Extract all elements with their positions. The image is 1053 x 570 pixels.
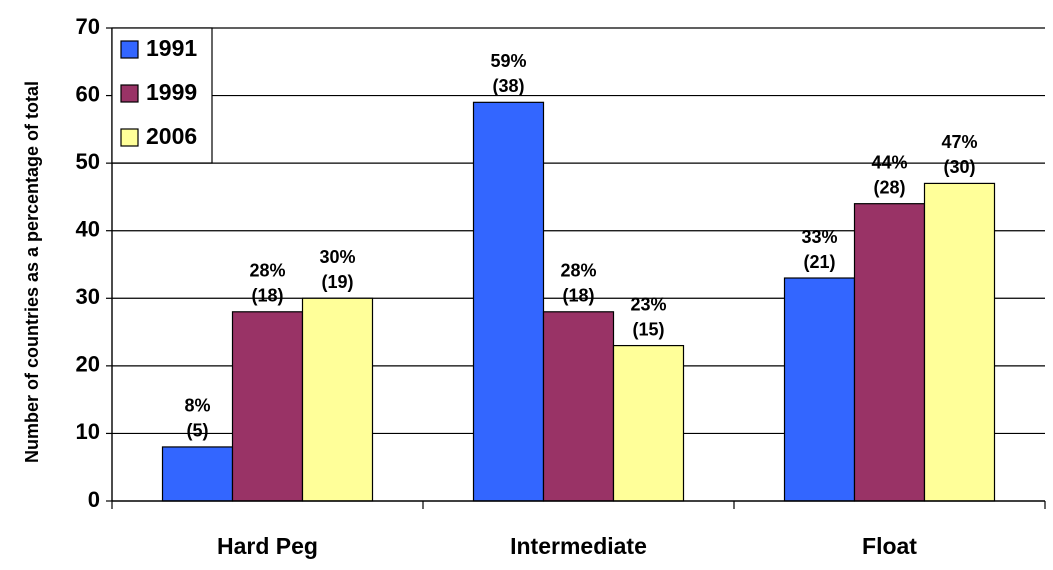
legend-swatch-1999 — [120, 84, 139, 103]
data-label-percent: 28% — [249, 261, 285, 281]
legend-swatch-1991 — [120, 40, 139, 59]
legend: 1991 1999 2006 — [111, 27, 213, 164]
data-label-count: (18) — [562, 286, 594, 306]
data-label-count: (15) — [632, 319, 664, 339]
bar-2006-1 — [612, 344, 685, 502]
bar-1999-0 — [231, 311, 304, 502]
legend-label: 1999 — [146, 79, 197, 105]
bar-1991-2 — [783, 277, 856, 502]
bar-2006-0 — [301, 297, 374, 502]
category-label: Float — [862, 533, 917, 559]
data-label-percent: 30% — [319, 247, 355, 267]
legend-swatch-2006 — [120, 128, 139, 147]
data-label-percent: 47% — [941, 132, 977, 152]
y-axis-label: Number of countries as a percentage of t… — [22, 81, 42, 463]
y-tick-label: 40 — [76, 217, 100, 242]
data-label-percent: 59% — [490, 51, 526, 71]
data-label-count: (5) — [187, 421, 209, 441]
bar-2006-2 — [923, 182, 996, 502]
y-tick-label: 0 — [88, 487, 100, 512]
data-label-percent: 44% — [871, 152, 907, 172]
category-label: Intermediate — [510, 533, 647, 559]
data-label-percent: 8% — [184, 396, 210, 416]
y-tick-label: 60 — [76, 81, 100, 106]
data-labels: 8% (5) 28% (18) 30% (19) 59% (38) 28% (18) 23% (15)… — [184, 51, 977, 441]
y-tick-labels: 0 10 20 30 40 50 60 70 — [76, 14, 100, 512]
category-label: Hard Peg — [217, 533, 318, 559]
y-tick-label: 30 — [76, 284, 100, 309]
data-label-percent: 33% — [801, 227, 837, 247]
y-tick-label: 70 — [76, 14, 100, 39]
data-label-count: (18) — [251, 286, 283, 306]
data-label-count: (38) — [492, 76, 524, 96]
bar-1991-1 — [472, 101, 545, 502]
bar-1991-0 — [161, 446, 234, 502]
bar-1999-2 — [853, 203, 926, 502]
legend-label: 1991 — [146, 35, 197, 61]
category-labels: Hard Peg Intermediate Float — [217, 533, 917, 559]
bar-1999-1 — [542, 311, 615, 502]
data-label-count: (30) — [943, 157, 975, 177]
data-label-count: (19) — [321, 272, 353, 292]
data-label-count: (28) — [873, 177, 905, 197]
data-label-percent: 23% — [630, 294, 666, 314]
y-tick-label: 10 — [76, 419, 100, 444]
y-tick-label: 20 — [76, 352, 100, 377]
y-tick-label: 50 — [76, 149, 100, 174]
bars — [161, 101, 996, 502]
data-label-percent: 28% — [560, 261, 596, 281]
data-label-count: (21) — [803, 252, 835, 272]
legend-label: 2006 — [146, 123, 197, 149]
